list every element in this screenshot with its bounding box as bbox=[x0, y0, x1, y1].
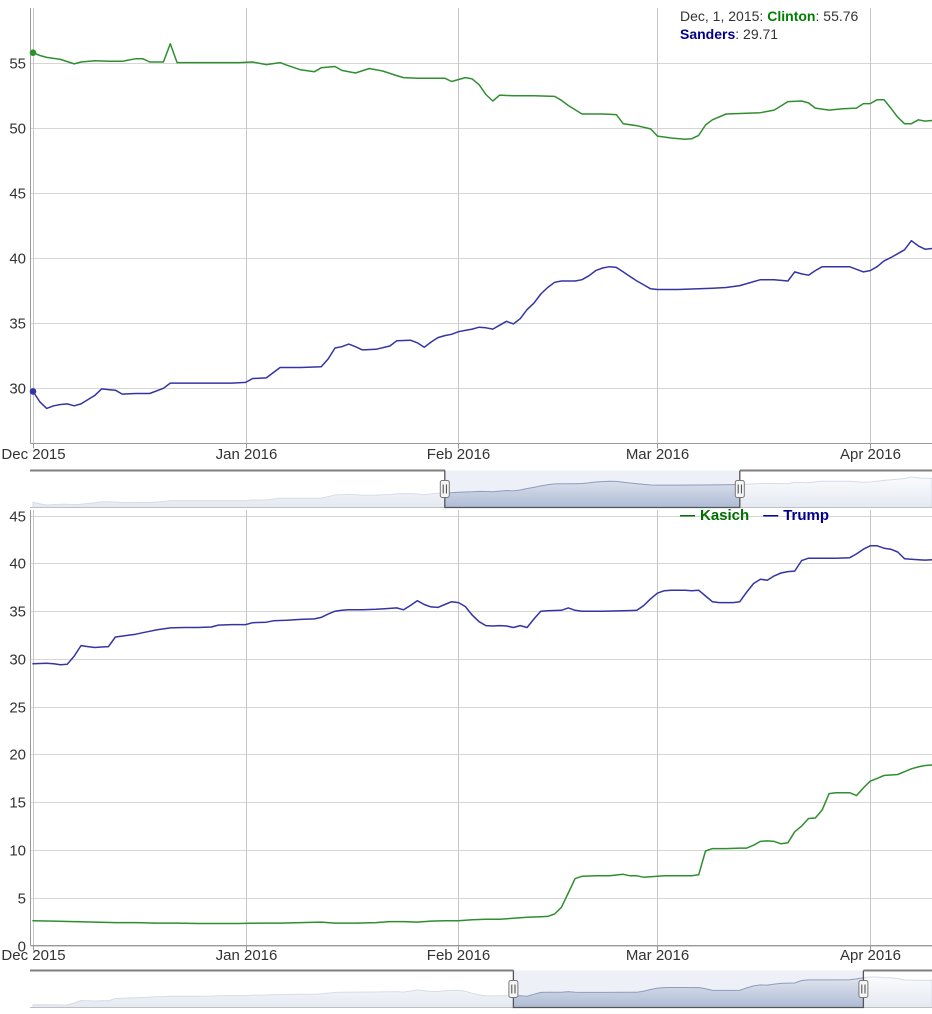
nav1-left-mask[interactable] bbox=[30, 470, 445, 508]
chart2-y-label-5: 5 bbox=[18, 891, 26, 908]
navigator-1[interactable] bbox=[30, 469, 932, 509]
chart1-y-label-30: 30 bbox=[9, 381, 26, 398]
chart2-y-label-15: 15 bbox=[9, 795, 26, 812]
nav1-right-handle[interactable] bbox=[734, 480, 745, 498]
chart2-x-label: Apr 2016 bbox=[840, 947, 901, 964]
tooltip-sep-2: : bbox=[735, 26, 744, 42]
legend-item-trump[interactable]: — Trump bbox=[763, 507, 829, 524]
chart1-series-clinton[interactable] bbox=[32, 43, 932, 141]
nav2-right-handle[interactable] bbox=[858, 980, 869, 998]
chart1-y-label-50: 50 bbox=[9, 121, 26, 138]
chart1-x-label: Jan 2016 bbox=[216, 446, 278, 463]
chart2-x-label: Jan 2016 bbox=[216, 947, 278, 964]
chart1-y-label-45: 45 bbox=[9, 186, 26, 203]
chart1-tooltip: Dec, 1, 2015: Clinton: 55.76 Sanders: 29.… bbox=[680, 7, 858, 43]
trump-line-marker-icon: — bbox=[763, 507, 779, 524]
nav2-left-handle[interactable] bbox=[508, 980, 519, 998]
chart2-y-label-25: 25 bbox=[9, 700, 26, 717]
legend-item-kasich[interactable]: — Kasich bbox=[680, 507, 749, 524]
chart2-y-label-40: 40 bbox=[9, 556, 26, 573]
chart1-y-label-35: 35 bbox=[9, 316, 26, 333]
nav1-area bbox=[33, 477, 932, 508]
chart2-y-label-0: 0 bbox=[18, 939, 26, 956]
chart2-y-label-20: 20 bbox=[9, 747, 26, 764]
nav2-left-mask[interactable] bbox=[30, 970, 514, 1008]
chart2-plot-area[interactable] bbox=[31, 510, 932, 946]
nav1-selected-range[interactable] bbox=[444, 470, 740, 508]
chart1: 30 35 40 45 50 55 Dec 2015 Jan 2016 Feb 2016 Mar … bbox=[1, 8, 932, 463]
chart1-plot-area[interactable] bbox=[31, 8, 932, 444]
chart2-x-label: Mar 2016 bbox=[626, 947, 689, 964]
kasich-line-marker-icon: — bbox=[680, 507, 695, 524]
chart2-x-label: Feb 2016 bbox=[427, 947, 490, 964]
chart1-x-label: Dec 2015 bbox=[1, 446, 65, 463]
chart2-y-label-35: 35 bbox=[9, 604, 26, 621]
chart2-legend: — Kasich — Trump bbox=[680, 507, 843, 524]
chart2-series-kasich[interactable] bbox=[32, 764, 932, 925]
nav1-right-mask[interactable] bbox=[739, 470, 932, 508]
tooltip-clinton-value: 55.76 bbox=[823, 8, 859, 24]
chart1-y-label-55: 55 bbox=[9, 56, 26, 73]
chart2-x-label: Dec 2015 bbox=[1, 947, 65, 964]
chart2-series-trump[interactable] bbox=[32, 545, 932, 666]
nav1-left-handle[interactable] bbox=[439, 480, 450, 498]
nav1-left-handle-grip-icon[interactable] bbox=[439, 480, 450, 498]
nav2-selected-range[interactable] bbox=[513, 970, 864, 1008]
chart2-y-label-10: 10 bbox=[9, 843, 26, 860]
tooltip-sanders-name: Sanders bbox=[680, 26, 736, 42]
chart1-x-label: Mar 2016 bbox=[626, 446, 689, 463]
tooltip-sanders-value: 29.71 bbox=[743, 26, 779, 42]
nav2-right-mask[interactable] bbox=[863, 970, 932, 1008]
tooltip-date: Dec, 1, 2015: bbox=[680, 8, 764, 24]
legend-kasich-label: Kasich bbox=[700, 507, 750, 524]
chart1-hover-marker-sanders[interactable] bbox=[29, 388, 37, 395]
chart2: 0 5 10 15 20 25 30 35 40 45 Dec 2015 Jan 2016 Feb 20… bbox=[1, 509, 932, 964]
nav2-left-handle-grip-icon[interactable] bbox=[508, 980, 519, 998]
tooltip-clinton-name: Clinton bbox=[767, 8, 816, 24]
nav2-right-handle-grip-icon[interactable] bbox=[858, 980, 869, 998]
tooltip-line-2: Sanders: 29.71 bbox=[680, 25, 858, 43]
chart1-series-sanders[interactable] bbox=[32, 239, 932, 410]
nav1-right-handle-grip-icon[interactable] bbox=[734, 480, 745, 498]
navigator-2[interactable] bbox=[30, 969, 932, 1009]
chart1-x-label: Feb 2016 bbox=[427, 446, 490, 463]
tooltip-line-1: Dec, 1, 2015: Clinton: 55.76 bbox=[680, 7, 858, 25]
tooltip-sep-1: : bbox=[815, 8, 824, 24]
chart1-hover-marker-clinton[interactable] bbox=[29, 49, 37, 56]
legend-trump-label: Trump bbox=[783, 507, 830, 524]
chart1-x-label: Apr 2016 bbox=[840, 446, 901, 463]
chart1-y-label-40: 40 bbox=[9, 251, 26, 268]
chart2-y-label-30: 30 bbox=[9, 652, 26, 669]
chart2-y-label-45: 45 bbox=[9, 509, 26, 526]
